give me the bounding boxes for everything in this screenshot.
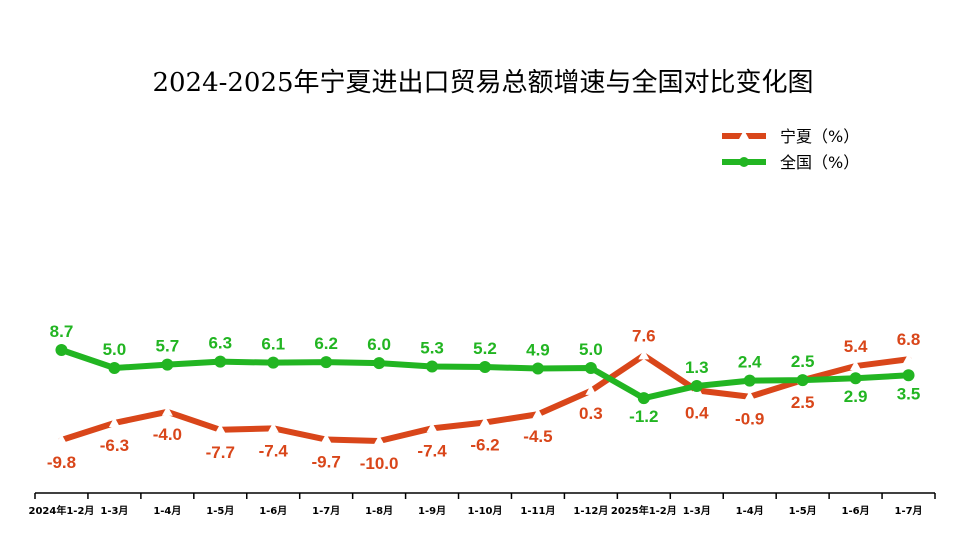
- ningxia-data-label: -9.8: [47, 453, 76, 472]
- ningxia-data-label: -0.9: [735, 410, 764, 429]
- legend-label-quanguo: 全国（%）: [780, 153, 859, 172]
- x-axis: 2024年1-2月 1-3月 1-4月 1-5月 1-6月 1-7月 1-8月 1-9月 1-1…: [29, 492, 936, 517]
- ningxia-point-marker: [903, 353, 915, 364]
- x-tick-label: 1-7月: [894, 505, 922, 517]
- chart-title: 2024-2025年宁夏进出口贸易总额增速与全国对比变化图: [152, 68, 813, 98]
- ningxia-data-label: -9.7: [312, 453, 341, 472]
- quanguo-point-marker: [902, 369, 915, 382]
- ningxia-data-label: 0.3: [579, 404, 603, 423]
- quanguo-point-marker: [55, 344, 68, 356]
- x-tick-label: 1-4月: [736, 505, 764, 517]
- quanguo-point-marker: [267, 356, 280, 369]
- quanguo-data-label: 6.3: [208, 334, 232, 353]
- data-label-layer: -9.8 -6.3 -4.0 -7.7 -7.4 -9.7 -10.0 -7.4 -6.2 -4.…: [47, 322, 921, 473]
- ningxia-data-label: -7.7: [206, 443, 235, 462]
- quanguo-data-label: 1.3: [685, 358, 709, 377]
- x-tick-label: 2025年1-2月: [611, 504, 677, 517]
- quanguo-point-marker: [161, 358, 174, 371]
- legend-item-ningxia: 宁夏（%）: [722, 127, 859, 146]
- x-tick-label: 1-9月: [418, 505, 446, 517]
- quanguo-point-marker: [531, 362, 544, 375]
- quanguo-point-marker: [320, 356, 333, 369]
- quanguo-point-marker: [373, 357, 386, 370]
- quanguo-point-marker: [743, 374, 756, 387]
- ningxia-point-marker: [426, 422, 438, 433]
- ningxia-data-label: -4.5: [523, 427, 552, 446]
- ningxia-point-marker: [55, 434, 67, 445]
- ningxia-data-label: 5.4: [844, 337, 868, 356]
- quanguo-point-marker: [796, 374, 809, 387]
- ningxia-data-label: -7.4: [259, 441, 289, 460]
- quanguo-data-label: 5.3: [420, 339, 444, 358]
- x-tick-label: 2024年1-2月: [29, 504, 95, 517]
- quanguo-data-label: 2.4: [738, 353, 762, 372]
- x-tick-label: 1-8月: [365, 505, 393, 517]
- legend-item-quanguo: 全国（%）: [722, 153, 859, 172]
- quanguo-data-label: 8.7: [50, 322, 74, 341]
- ningxia-point-marker: [744, 390, 756, 401]
- quanguo-data-label: 6.1: [261, 335, 285, 354]
- quanguo-data-label: 5.0: [579, 340, 603, 359]
- x-tick-label: 1-10月: [467, 505, 502, 517]
- ningxia-data-label: 7.6: [632, 326, 656, 345]
- quanguo-point-marker: [426, 360, 439, 373]
- quanguo-data-label: 5.0: [103, 340, 127, 359]
- quanguo-data-label: 2.5: [791, 352, 815, 371]
- legend-marker-triangle-icon: [738, 130, 750, 140]
- ningxia-point-marker: [585, 384, 597, 395]
- ningxia-point-marker: [267, 422, 279, 433]
- x-tick-label: 1-5月: [789, 505, 817, 517]
- quanguo-data-label: 3.5: [897, 384, 921, 403]
- ningxia-data-label: -10.0: [360, 454, 399, 473]
- quanguo-data-label: 2.9: [844, 387, 868, 406]
- x-tick-label: 1-3月: [100, 505, 128, 517]
- legend: 宁夏（%） 全国（%）: [722, 127, 859, 172]
- quanguo-data-label: -1.2: [629, 407, 658, 426]
- ningxia-data-label: 2.5: [791, 393, 815, 412]
- ningxia-point-marker: [532, 408, 544, 419]
- x-tick-label: 1-3月: [683, 505, 711, 517]
- quanguo-point-marker: [479, 361, 491, 374]
- ningxia-point-marker: [850, 360, 862, 371]
- quanguo-point-marker: [584, 362, 597, 375]
- x-tick-label: 1-6月: [842, 505, 870, 517]
- x-tick-label: 1-6月: [259, 505, 287, 517]
- quanguo-point-marker: [690, 380, 703, 393]
- ningxia-point-marker: [214, 423, 226, 434]
- ningxia-point-marker: [108, 416, 120, 427]
- quanguo-point-marker: [214, 355, 227, 368]
- legend-marker-circle-icon: [739, 157, 749, 167]
- series-layer: [55, 344, 915, 445]
- quanguo-point-marker: [108, 362, 121, 375]
- x-tick-label: 1-5月: [206, 505, 234, 517]
- ningxia-point-marker: [373, 435, 385, 445]
- legend-label-ningxia: 宁夏（%）: [780, 127, 859, 146]
- ningxia-data-label: -6.2: [470, 436, 499, 455]
- ningxia-data-label: -7.4: [417, 441, 447, 460]
- quanguo-point-marker: [637, 392, 650, 405]
- ningxia-point-marker: [479, 416, 491, 427]
- quanguo-point-marker: [849, 372, 862, 385]
- x-tick-label: 1-12月: [573, 505, 608, 517]
- ningxia-data-label: 6.8: [897, 330, 921, 349]
- quanguo-data-label: 5.2: [473, 339, 497, 358]
- ningxia-data-label: -4.0: [153, 425, 182, 444]
- x-tick-label: 1-11月: [520, 505, 555, 517]
- x-tick-label: 1-7月: [312, 505, 340, 517]
- quanguo-data-label: 5.7: [156, 337, 180, 356]
- ningxia-point-marker: [320, 433, 332, 444]
- ningxia-data-label: -6.3: [100, 436, 129, 455]
- quanguo-data-label: 6.2: [314, 334, 338, 353]
- quanguo-data-label: 6.0: [367, 335, 391, 354]
- quanguo-data-label: 4.9: [526, 340, 550, 359]
- x-tick-label: 1-4月: [153, 505, 181, 517]
- ningxia-data-label: 0.4: [685, 403, 709, 422]
- ningxia-point-marker: [161, 405, 173, 416]
- ningxia-point-marker: [638, 349, 650, 360]
